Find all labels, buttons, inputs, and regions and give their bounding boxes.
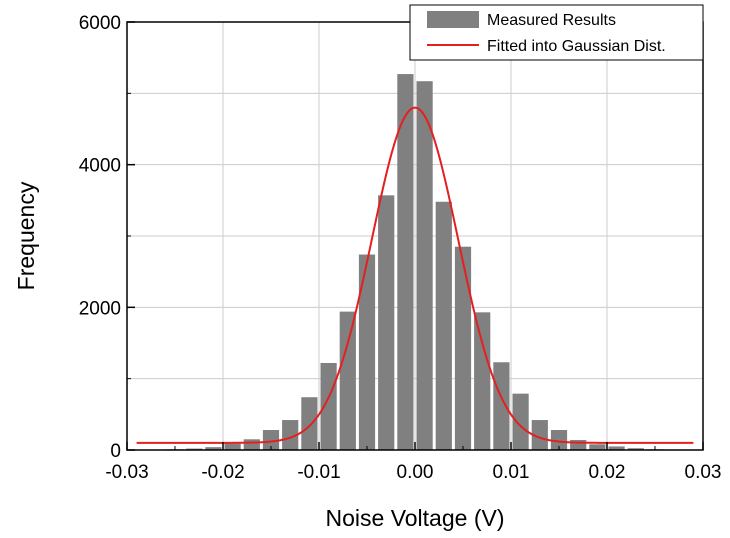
- histogram-bar: [435, 201, 452, 450]
- histogram-bar: [493, 362, 510, 450]
- histogram-bar: [570, 440, 587, 450]
- legend-swatch-measured: [427, 11, 479, 28]
- x-tick-label: -0.03: [105, 462, 148, 483]
- histogram-bar: [262, 430, 280, 450]
- histogram-bar: [416, 81, 433, 450]
- y-tick-label: 0: [110, 441, 121, 462]
- histogram-bar: [205, 447, 222, 450]
- x-tick-labels: -0.03 -0.02 -0.01 0.00 0.01 0.02 0.03: [105, 462, 721, 483]
- y-tick-label: 2000: [79, 298, 121, 319]
- histogram-bars: [147, 74, 683, 450]
- gaussian-fit-curve: [136, 106, 694, 444]
- histogram-bar: [282, 420, 299, 450]
- histogram-bar: [301, 397, 318, 450]
- histogram-bar: [627, 448, 644, 450]
- histogram-bar: [320, 362, 337, 450]
- x-tick-label: -0.01: [297, 462, 340, 483]
- y-tick-labels: 0 2000 4000 6000: [79, 13, 121, 462]
- y-tick-label: 6000: [79, 13, 121, 34]
- histogram-bar: [243, 439, 260, 450]
- histogram-bar: [378, 195, 395, 450]
- x-tick-label: 0.01: [493, 462, 530, 483]
- x-tick-label: 0.02: [589, 462, 626, 483]
- x-axis-title: Noise Voltage (V): [326, 505, 505, 531]
- legend-label-gaussian: Fitted into Gaussian Dist.: [487, 38, 666, 55]
- x-tick-label: 0.00: [397, 462, 434, 483]
- y-tick-label: 4000: [79, 156, 121, 177]
- histogram-bar: [224, 443, 241, 450]
- histogram-bar: [358, 254, 376, 450]
- histogram-bar: [339, 311, 356, 450]
- x-tick-label: 0.03: [685, 462, 722, 483]
- histogram-bar: [531, 420, 548, 450]
- histogram-bar: [397, 74, 414, 450]
- grid-lines: [126, 22, 704, 450]
- histogram-bar: [608, 446, 625, 450]
- histogram-bar: [589, 444, 606, 450]
- histogram-bar: [550, 430, 568, 450]
- gaussian-fit-line: [136, 106, 694, 444]
- axis-ticks: [126, 21, 704, 451]
- y-axis-title: Frequency: [13, 181, 39, 290]
- histogram-bar: [474, 312, 491, 450]
- legend-label-measured: Measured Results: [487, 12, 616, 29]
- legend: Measured Results Fitted into Gaussian Di…: [409, 4, 704, 61]
- histogram-bar: [512, 393, 529, 450]
- histogram-bar: [454, 246, 472, 450]
- x-tick-label: -0.02: [201, 462, 244, 483]
